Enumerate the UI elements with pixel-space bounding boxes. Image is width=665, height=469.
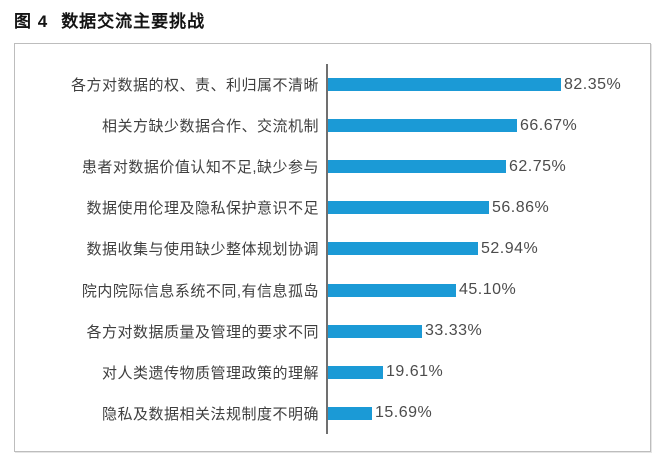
chart-row: 院内院际信息系统不同,有信息孤岛 45.10% [15,269,642,311]
bar [328,160,506,174]
bar-zone: 45.10% [326,269,642,311]
category-label: 数据收集与使用缺少整体规划协调 [86,241,319,259]
chart-rows: 各方对数据的权、责、利归属不清晰 82.35% 相关方缺少数据合作、交流机制 6… [15,64,642,434]
bar-zone: 15.69% [326,392,642,434]
category-label: 各方对数据的权、责、利归属不清晰 [70,77,319,95]
chart-row: 数据收集与使用缺少整体规划协调 52.94% [15,228,642,270]
bar [328,201,489,215]
chart-row: 相关方缺少数据合作、交流机制 66.67% [15,105,642,147]
figure-title: 图 4 数据交流主要挑战 [14,7,205,32]
chart-box: 各方对数据的权、责、利归属不清晰 82.35% 相关方缺少数据合作、交流机制 6… [14,43,651,452]
chart-row: 各方对数据质量及管理的要求不同 33.33% [15,310,642,352]
value-label: 66.67% [520,116,578,134]
value-label: 15.69% [375,404,433,422]
bar-zone: 33.33% [326,310,642,352]
bar-zone: 62.75% [326,146,642,188]
category-label: 院内院际信息系统不同,有信息孤岛 [81,282,319,300]
category-label: 对人类遗传物质管理政策的理解 [101,364,319,382]
bar-zone: 56.86% [326,187,642,229]
bar [328,78,561,92]
figure-number-label: 图 4 [14,12,49,31]
bar-zone: 52.94% [326,228,642,270]
value-label: 19.61% [386,363,444,381]
value-label: 45.10% [459,281,517,299]
value-label: 62.75% [509,157,567,175]
value-label: 82.35% [564,75,622,93]
bar [328,365,383,379]
chart-row: 各方对数据的权、责、利归属不清晰 82.35% [15,64,642,106]
bar [328,119,517,133]
category-label: 数据使用伦理及隐私保护意识不足 [86,200,319,218]
chart-row: 数据使用伦理及隐私保护意识不足 56.86% [15,187,642,229]
category-label: 各方对数据质量及管理的要求不同 [86,323,319,341]
bar-zone: 82.35% [326,64,642,106]
value-label: 52.94% [481,239,539,257]
chart-row: 患者对数据价值认知不足,缺少参与 62.75% [15,146,642,188]
category-label: 患者对数据价值认知不足,缺少参与 [81,159,319,177]
chart-row: 对人类遗传物质管理政策的理解 19.61% [15,351,642,393]
category-label: 隐私及数据相关法规制度不明确 [101,405,319,423]
bar [328,242,478,256]
category-label: 相关方缺少数据合作、交流机制 [101,118,319,136]
bar [328,283,456,297]
figure-title-text: 数据交流主要挑战 [61,12,206,31]
bar [328,324,422,338]
bar-zone: 19.61% [326,351,642,393]
value-label: 56.86% [492,198,550,216]
bar [328,406,372,420]
bar-zone: 66.67% [326,105,642,147]
chart-row: 隐私及数据相关法规制度不明确 15.69% [15,392,642,434]
value-label: 33.33% [425,322,483,340]
